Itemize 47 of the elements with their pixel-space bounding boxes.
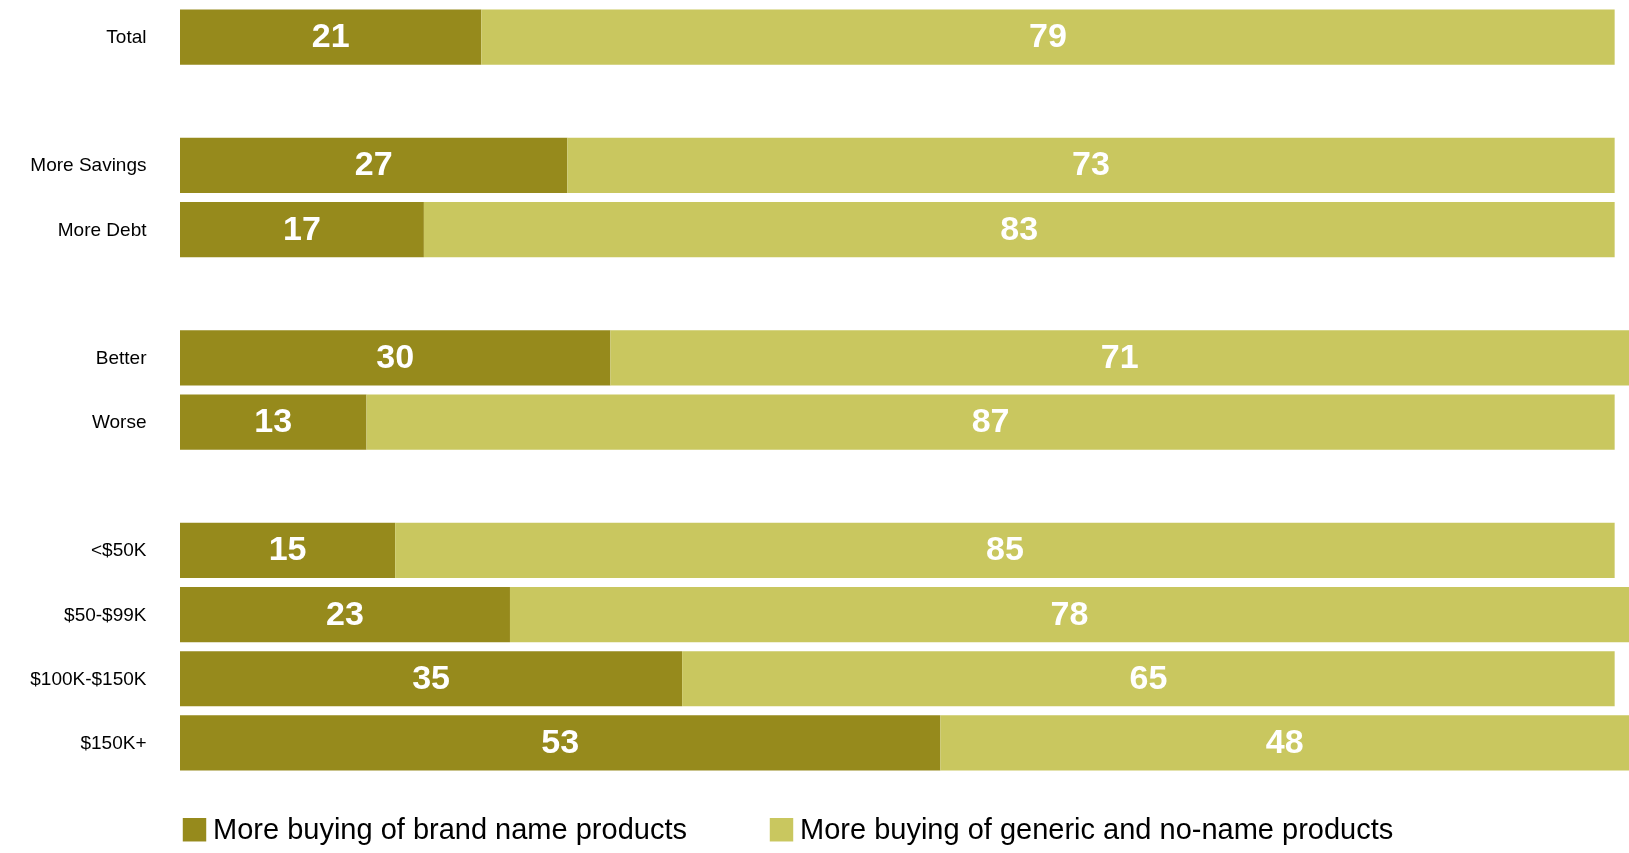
bar: [180, 522, 396, 579]
data-label: 23: [326, 593, 364, 632]
y-tick-label: Worse: [91, 411, 147, 433]
legend-label: More buying of brand name products: [213, 812, 687, 845]
y-tick-label: $150K+: [80, 731, 147, 753]
y-tick-label: $50-$99K: [64, 603, 147, 625]
data-label: 78: [1050, 593, 1089, 632]
bar: [180, 137, 568, 194]
bar: [180, 9, 482, 65]
bar: [509, 586, 1629, 643]
bar: [567, 137, 1615, 194]
data-label: 13: [254, 401, 293, 440]
bar: [940, 715, 1629, 771]
bar: [180, 651, 683, 707]
data-label: 48: [1265, 721, 1304, 760]
data-label: 27: [354, 144, 393, 183]
data-label: 65: [1129, 657, 1168, 696]
data-label: 73: [1072, 144, 1110, 183]
bar: [366, 394, 1615, 450]
bar: [423, 201, 1615, 258]
y-tick-label: $100K-$150K: [30, 667, 147, 689]
y-tick-label: <$50K: [91, 539, 147, 561]
data-label: 35: [412, 657, 450, 696]
data-label: 17: [283, 208, 321, 247]
data-label: 87: [971, 401, 1010, 440]
bar: [180, 394, 367, 450]
legend-label: More buying of generic and no-name products: [800, 812, 1394, 845]
y-tick-label: Total: [106, 26, 147, 48]
y-tick-label: More Savings: [30, 154, 147, 176]
bar: [682, 651, 1615, 707]
bar: [395, 522, 1615, 579]
bar: [180, 586, 510, 643]
bar: [180, 715, 941, 771]
data-label: 85: [986, 529, 1024, 568]
bar: [180, 330, 611, 386]
data-label: 30: [376, 336, 415, 375]
data-label: 83: [1000, 208, 1039, 247]
data-label: 15: [268, 529, 307, 568]
data-label: 21: [311, 16, 350, 55]
bar: [180, 201, 424, 258]
data-label: 71: [1100, 336, 1139, 375]
bar: [481, 9, 1615, 65]
y-tick-label: Better: [95, 346, 148, 368]
data-label: 79: [1029, 16, 1067, 55]
y-tick-label: More Debt: [57, 218, 148, 240]
bar: [610, 330, 1629, 386]
data-label: 53: [541, 721, 580, 760]
